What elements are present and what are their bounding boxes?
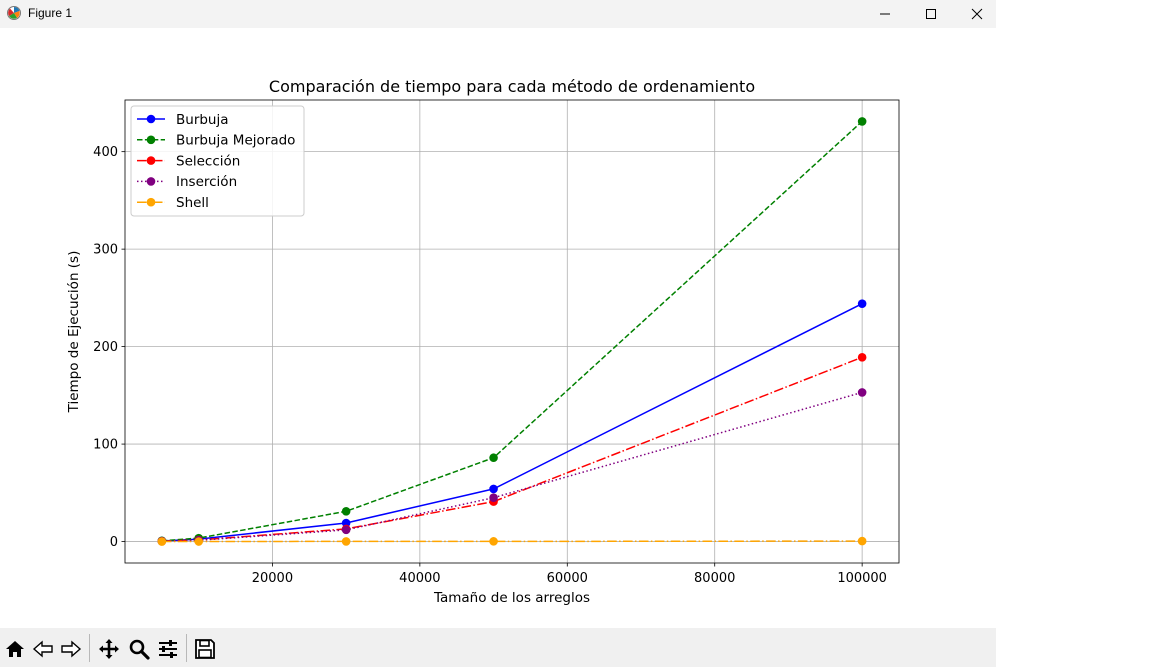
data-point	[157, 537, 167, 546]
legend-marker-1	[146, 135, 156, 145]
data-point	[489, 493, 498, 502]
home-button[interactable]	[2, 636, 28, 662]
data-point	[489, 537, 498, 546]
save-icon	[195, 639, 215, 659]
title-bar[interactable]: Figure 1	[0, 0, 996, 28]
pan-button[interactable]	[96, 636, 122, 662]
y-tick-label: 300	[93, 243, 118, 258]
zoom-icon	[129, 639, 150, 660]
legend-box	[130, 105, 305, 217]
back-arrow-icon	[32, 640, 53, 658]
legend-marker-4	[146, 197, 156, 207]
back-button[interactable]	[30, 636, 56, 662]
forward-button[interactable]	[58, 636, 84, 662]
close-button[interactable]	[954, 0, 1000, 28]
data-point	[857, 299, 867, 309]
forward-arrow-icon	[61, 640, 82, 658]
data-point	[341, 537, 351, 546]
legend-label-4: Shell	[176, 195, 209, 211]
zoom-button[interactable]	[126, 636, 152, 662]
legend-label-2: Selección	[176, 153, 240, 169]
x-tick-label: 60000	[547, 571, 588, 586]
data-point	[341, 525, 351, 535]
data-point	[857, 536, 867, 546]
navigation-toolbar	[0, 628, 996, 667]
y-tick-label: 400	[93, 145, 118, 160]
y-tick-label: 100	[93, 438, 118, 453]
legend-marker-3	[146, 177, 156, 186]
configure-subplots-button[interactable]	[155, 636, 181, 662]
toolbar-separator	[89, 634, 90, 662]
save-button[interactable]	[192, 636, 218, 662]
legend-marker-0	[146, 114, 156, 124]
line-chart: 20000 40000 60000 80000 100000 0 100 200 300 400 C…	[66, 77, 900, 606]
close-icon	[971, 8, 983, 20]
x-tick-label: 80000	[694, 571, 735, 586]
legend-label-0: Burbuja	[176, 112, 229, 128]
legend-label-3: Inserción	[176, 174, 237, 190]
y-tick-label: 0	[110, 535, 118, 550]
configure-subplots-icon	[159, 640, 177, 658]
data-point	[857, 388, 867, 397]
matplotlib-figure-icon	[6, 5, 22, 21]
figure-canvas[interactable]: 20000 40000 60000 80000 100000 0 100 200 300 400 C…	[0, 28, 996, 628]
toolbar-separator	[186, 634, 187, 662]
maximize-icon	[926, 9, 936, 19]
x-axis-label: Tamaño de los arreglos	[433, 590, 590, 606]
axes-frame	[124, 99, 900, 564]
data-point	[489, 453, 498, 463]
x-tick-label: 40000	[399, 571, 440, 586]
legend-label-1: Burbuja Mejorado	[176, 133, 295, 149]
y-tick-label: 200	[93, 340, 118, 355]
minimize-icon	[880, 13, 890, 15]
pan-icon	[99, 639, 119, 659]
data-point	[194, 537, 204, 546]
figure-window: Figure 1 20000 40000 60000 80000 100000 0 100 2…	[0, 0, 996, 667]
data-point	[857, 117, 867, 126]
x-tick-label: 100000	[837, 571, 887, 586]
y-axis-label: Tiempo de Ejecución (s)	[66, 251, 82, 414]
chart-title: Comparación de tiempo para cada método d…	[269, 77, 755, 96]
data-point	[857, 353, 867, 362]
home-icon	[6, 641, 24, 657]
window-title: Figure 1	[28, 6, 73, 20]
data-point	[341, 507, 351, 516]
x-tick-label: 20000	[252, 571, 293, 586]
minimize-button[interactable]	[862, 0, 908, 28]
legend-marker-2	[146, 156, 156, 165]
maximize-button[interactable]	[908, 0, 954, 28]
data-point	[489, 484, 498, 494]
